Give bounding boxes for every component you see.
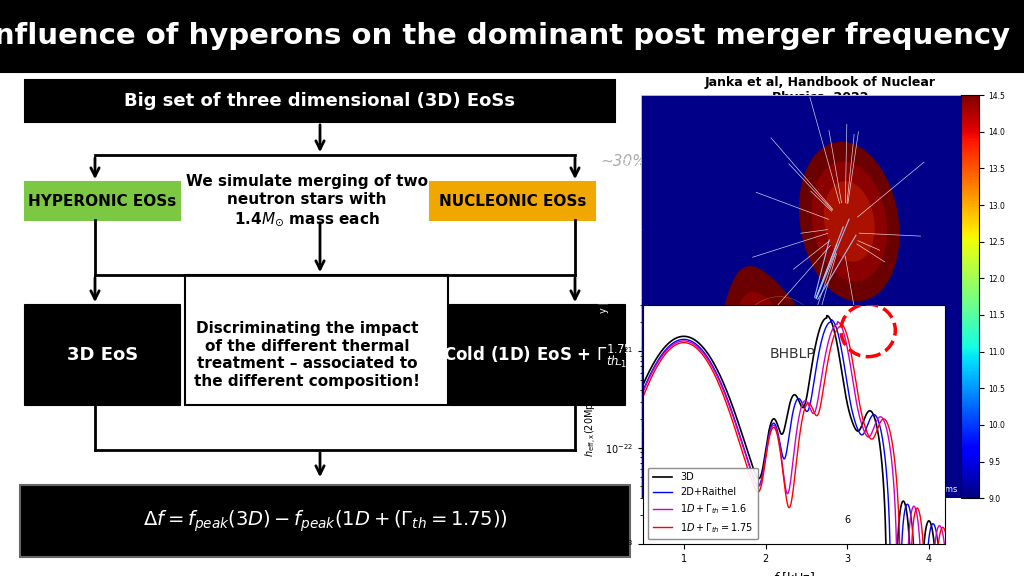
$1D+\Gamma_{th} = 1.6$ — [931, 529, 943, 536]
$1D+\Gamma_{th} = 1.75$ — [637, 393, 649, 400]
X-axis label: x [km]: x [km] — [784, 522, 817, 532]
Polygon shape — [708, 267, 830, 459]
3D — [776, 431, 788, 438]
$1D+\Gamma_{th} = 1.75$ — [835, 320, 847, 327]
Line: $1D+\Gamma_{th} = 1.75$: $1D+\Gamma_{th} = 1.75$ — [643, 324, 945, 576]
2D+Raithel — [824, 316, 837, 323]
$1D+\Gamma_{th} = 1.6$ — [831, 319, 844, 325]
FancyBboxPatch shape — [25, 182, 180, 220]
$1D+\Gamma_{th} = 1.6$ — [783, 482, 796, 489]
Text: $\Delta f = f_{peak}(3D) - f_{peak}(1D + (\Gamma_{th} = 1.75))$: $\Delta f = f_{peak}(3D) - f_{peak}(1D +… — [142, 508, 508, 534]
FancyBboxPatch shape — [0, 0, 1024, 72]
FancyBboxPatch shape — [25, 80, 615, 122]
Text: 6: 6 — [844, 514, 850, 525]
Polygon shape — [735, 318, 797, 414]
$1D+\Gamma_{th} = 1.75$ — [776, 461, 788, 468]
Line: 3D: 3D — [643, 316, 945, 576]
$1D+\Gamma_{th} = 1.75$ — [783, 503, 796, 510]
3D — [874, 452, 887, 458]
Polygon shape — [824, 182, 874, 261]
$1D+\Gamma_{th} = 1.6$ — [652, 358, 665, 365]
3D — [820, 312, 833, 319]
Polygon shape — [812, 162, 887, 281]
2D+Raithel — [776, 450, 788, 457]
$1D+\Gamma_{th} = 1.75$ — [652, 361, 665, 367]
Polygon shape — [800, 142, 899, 301]
FancyBboxPatch shape — [450, 305, 625, 405]
Text: Janka et al, Handbook of Nuclear
Physics, 2022: Janka et al, Handbook of Nuclear Physics… — [705, 76, 936, 104]
Y-axis label: y [km]: y [km] — [599, 281, 609, 313]
2D+Raithel — [874, 428, 887, 435]
$1D+\Gamma_{th} = 1.6$ — [874, 414, 887, 420]
3D — [637, 381, 649, 388]
3D — [931, 572, 943, 576]
2D+Raithel — [931, 530, 943, 537]
$1D+\Gamma_{th} = 1.75$ — [939, 528, 951, 535]
Line: 2D+Raithel: 2D+Raithel — [643, 320, 945, 576]
Text: Influence of hyperons on the dominant post merger frequency  I: Influence of hyperons on the dominant po… — [0, 22, 1024, 50]
Text: BHBLP: BHBLP — [770, 347, 816, 361]
Text: NUCLEONIC EOSs: NUCLEONIC EOSs — [439, 194, 586, 209]
$1D+\Gamma_{th} = 1.6$ — [776, 458, 788, 465]
Legend: 3D, 2D+Raithel, $1D+\Gamma_{th} = 1.6$, $1D+\Gamma_{th} = 1.75$: 3D, 2D+Raithel, $1D+\Gamma_{th} = 1.6$, … — [648, 468, 758, 540]
Text: ~30%: ~30% — [600, 154, 647, 169]
2D+Raithel — [783, 426, 796, 433]
Text: 3D EoS: 3D EoS — [67, 346, 138, 364]
FancyBboxPatch shape — [20, 485, 630, 557]
Text: Discriminating the impact
of the different thermal
treatment – associated to
the: Discriminating the impact of the differe… — [194, 321, 420, 389]
$1D+\Gamma_{th} = 1.75$ — [931, 564, 943, 571]
Text: HYPERONIC EOSs: HYPERONIC EOSs — [29, 194, 176, 209]
3D — [931, 575, 943, 576]
Text: We simulate merging of two
neutron stars with
1.4$M_{\odot}$ mass each: We simulate merging of two neutron stars… — [186, 175, 428, 228]
$1D+\Gamma_{th} = 1.6$ — [931, 529, 943, 536]
FancyBboxPatch shape — [430, 182, 595, 220]
Text: Big set of three dimensional (3D) EoSs: Big set of three dimensional (3D) EoSs — [125, 92, 515, 110]
Y-axis label: $h_{\rm eff,x}(20{\rm Mpc})$: $h_{\rm eff,x}(20{\rm Mpc})$ — [585, 393, 599, 457]
Text: Cold (1D) EoS + $\Gamma_{th}^{1.75}$: Cold (1D) EoS + $\Gamma_{th}^{1.75}$ — [443, 343, 632, 367]
FancyBboxPatch shape — [25, 305, 180, 405]
Polygon shape — [722, 293, 813, 437]
$1D+\Gamma_{th} = 1.6$ — [939, 547, 951, 554]
$1D+\Gamma_{th} = 1.75$ — [874, 418, 887, 425]
2D+Raithel — [652, 356, 665, 363]
3D — [652, 352, 665, 359]
$1D+\Gamma_{th} = 1.75$ — [931, 562, 943, 569]
2D+Raithel — [637, 387, 649, 394]
Polygon shape — [745, 338, 782, 396]
Text: 12.1235 ms: 12.1235 ms — [908, 485, 957, 494]
X-axis label: $f$ [kHz]: $f$ [kHz] — [773, 570, 815, 576]
Line: $1D+\Gamma_{th} = 1.6$: $1D+\Gamma_{th} = 1.6$ — [643, 322, 945, 576]
$1D+\Gamma_{th} = 1.6$ — [637, 388, 649, 395]
2D+Raithel — [931, 530, 943, 537]
3D — [783, 400, 796, 407]
